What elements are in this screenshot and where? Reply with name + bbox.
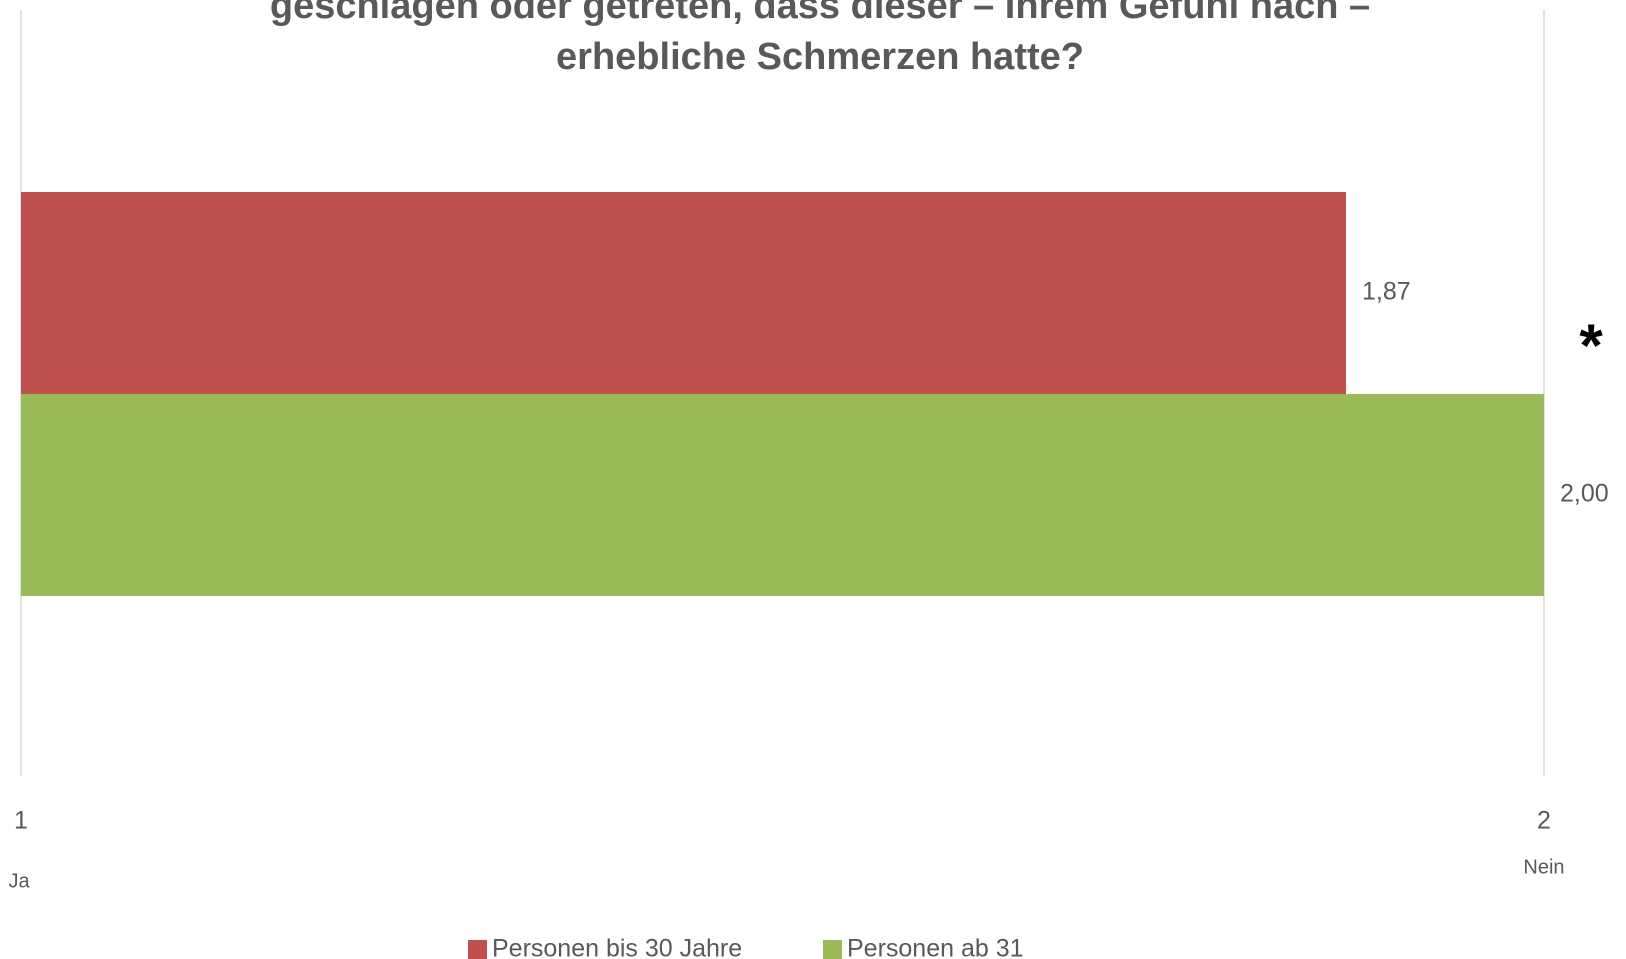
value-label: 2,00 <box>1560 480 1609 508</box>
chart-title: geschlagen oder getreten, dass dieser – … <box>270 0 1370 27</box>
x-tick-sublabel: Ja <box>8 870 30 892</box>
x-tick-sublabel: Nein <box>1523 856 1564 878</box>
x-tick-label: 1 <box>14 807 28 835</box>
bar <box>21 394 1544 596</box>
chart-title: erhebliche Schmerzen hatte? <box>556 36 1084 78</box>
legend-label: Personen bis 30 Jahre <box>492 935 742 959</box>
legend-label: Personen ab 31 <box>847 935 1024 959</box>
legend-swatch <box>823 940 842 959</box>
value-label: 1,87 <box>1362 278 1411 306</box>
x-tick-label: 2 <box>1537 807 1551 835</box>
legend-swatch <box>468 940 487 959</box>
annotation: * <box>1579 312 1603 379</box>
bar <box>21 192 1347 394</box>
